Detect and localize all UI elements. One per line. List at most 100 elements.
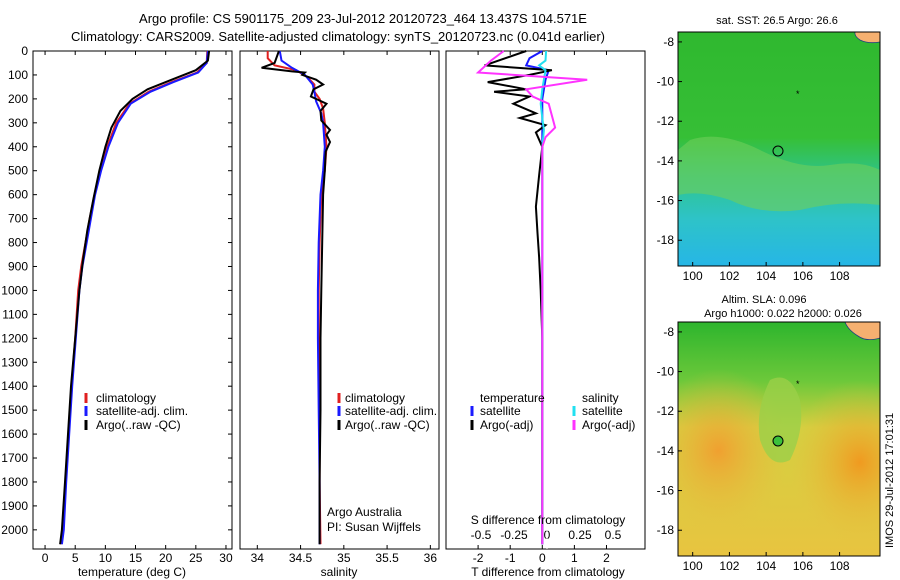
map-x-tick-label: 100 [683, 269, 703, 283]
map-x-tick-label: 106 [793, 559, 813, 573]
map-x-tick-label: 102 [719, 559, 739, 573]
x-tick-label: -2 [473, 551, 484, 565]
track-marker: * [796, 379, 800, 389]
map-x-tick-label: 104 [756, 269, 776, 283]
y-tick-label: 1700 [1, 451, 28, 465]
x-tick-label: 25 [189, 551, 203, 565]
x-tick-label: 20 [159, 551, 173, 565]
map-x-tick-label: 108 [830, 269, 850, 283]
y-tick-label: 1100 [2, 307, 28, 321]
y-tick-label: 1900 [1, 499, 28, 513]
map-x-tick-label: 106 [793, 269, 813, 283]
map-y-tick-label: -10 [657, 365, 675, 379]
y-tick-label: 2000 [1, 523, 28, 537]
map-x-tick-label: 104 [756, 559, 776, 573]
x-tick-label: -1 [505, 551, 516, 565]
map-y-tick-label: -16 [657, 484, 675, 498]
x-tick-label: 36 [424, 551, 438, 565]
y-tick-label: 1400 [1, 379, 28, 393]
sla-map-title2: Argo h1000: 0.022 h2000: 0.026 [704, 308, 862, 320]
legend-argo: Argo(..raw -QC) [96, 418, 181, 432]
temperature-legend: climatology satellite-adj. clim. Argo(..… [84, 391, 188, 432]
x-tick-label: 0 [539, 551, 546, 565]
y-tick-label: 800 [8, 236, 28, 250]
map-y-tick-label: -10 [657, 75, 675, 89]
t-difference-x-axis: -2 -1 0 1 2 [473, 51, 610, 565]
argo-float-marker [772, 145, 784, 157]
legend-climatology: climatology [345, 391, 405, 405]
y-tick-label: 1200 [1, 331, 28, 345]
x-tick-label: 10 [99, 551, 113, 565]
x-tick-label: 34.5 [289, 551, 313, 565]
map-y-tick-label: -16 [657, 194, 675, 208]
map-y-tick-label: -8 [663, 35, 674, 49]
x-tick-label: 5 [72, 551, 79, 565]
sst-map-frame [677, 31, 881, 267]
salinity-legend: climatology satellite-adj. clim. Argo(..… [337, 391, 437, 432]
series-line-1 [484, 50, 553, 545]
temperature-profiles [59, 50, 211, 545]
y-tick-label: 1600 [1, 427, 28, 441]
sst-map: sat. SST: 26.5 Argo: 26.6 * 100 102 104 106… [657, 15, 881, 283]
map-y-tick-label: -18 [657, 233, 675, 247]
y-tick-label: 1500 [1, 403, 28, 417]
legend-s-satellite: satellite [582, 404, 623, 418]
s-difference-axis: -0.5-0.2500.250.5 [471, 528, 622, 542]
salinity-x-label: salinity [321, 565, 358, 579]
map-y-tick-label: -8 [663, 325, 674, 339]
difference-plot-frame [445, 50, 646, 550]
salinity-profiles [261, 50, 332, 545]
difference-profiles [475, 50, 588, 545]
legend-t-argo: Argo(-adj) [480, 418, 533, 432]
sst-warm-patch [678, 136, 880, 212]
series-line-1 [60, 50, 209, 545]
s-tick-label: 0.25 [568, 528, 592, 542]
map-x-tick-label: 102 [719, 269, 739, 283]
map-y-tick-label: -14 [657, 154, 675, 168]
map-y-tick-label: -18 [657, 523, 675, 537]
coastline [854, 31, 881, 44]
figure-title-line2: Climatology: CARS2009. Satellite-adjuste… [71, 29, 605, 44]
series-line-2 [59, 50, 211, 545]
y-tick-label: 200 [8, 92, 28, 106]
temperature-plot-frame [32, 50, 233, 550]
y-tick-label: 500 [8, 164, 28, 178]
y-tick-label: 100 [8, 68, 28, 82]
legend-satellite: satellite-adj. clim. [345, 404, 437, 418]
legend-argo: Argo(..raw -QC) [345, 418, 430, 432]
sst-map-title: sat. SST: 26.5 Argo: 26.6 [716, 15, 838, 27]
t-difference-x-label: T difference from climatology [471, 565, 625, 579]
salinity-panel: 34 34.5 35 35.5 36 climatology satellite-adj… [239, 50, 440, 579]
legend-s-argo: Argo(-adj) [582, 418, 635, 432]
y-tick-label: 1800 [1, 475, 28, 489]
annotation-pi: PI: Susan Wijffels [327, 520, 421, 534]
y-tick-label: 700 [8, 212, 28, 226]
argo-float-marker [772, 435, 784, 447]
s-tick-label: -0.5 [471, 528, 492, 542]
y-tick-label: 400 [8, 140, 28, 154]
s-tick-label: -0.25 [500, 528, 528, 542]
figure-title-line1: Argo profile: CS 5901175_209 23-Jul-2012… [139, 11, 587, 26]
legend-climatology: climatology [96, 391, 156, 405]
x-tick-label: 0 [42, 551, 49, 565]
track-marker: * [796, 89, 800, 99]
difference-panel: -2 -1 0 1 2 -0.5 -0.25 0 0.25 0.5 temperature sa… [445, 50, 646, 579]
y-tick-label: 1000 [1, 283, 28, 297]
footer-stamp: IMOS 29-Jul-2012 17:01:31 [884, 413, 896, 548]
sla-map-axes: 100 102 104 106 108 -8 -10 -12 -14 -16 -18 [657, 325, 850, 573]
temperature-x-label: temperature (deg C) [78, 565, 186, 579]
legend-satellite: satellite-adj. clim. [96, 404, 188, 418]
sla-map-frame [677, 321, 881, 557]
x-tick-label: 34 [251, 551, 265, 565]
x-tick-label: 2 [603, 551, 610, 565]
sla-map-title1: Altim. SLA: 0.096 [722, 294, 807, 306]
map-y-tick-label: -12 [657, 114, 675, 128]
salinity-x-axis: 34 34.5 35 35.5 36 [251, 51, 438, 565]
legend-t-satellite: satellite [480, 404, 521, 418]
x-tick-label: 35 [337, 551, 351, 565]
legend-temperature-title: temperature [480, 391, 545, 405]
x-tick-label: 1 [571, 551, 578, 565]
map-y-tick-label: -14 [657, 444, 675, 458]
series-line-3 [475, 50, 588, 545]
